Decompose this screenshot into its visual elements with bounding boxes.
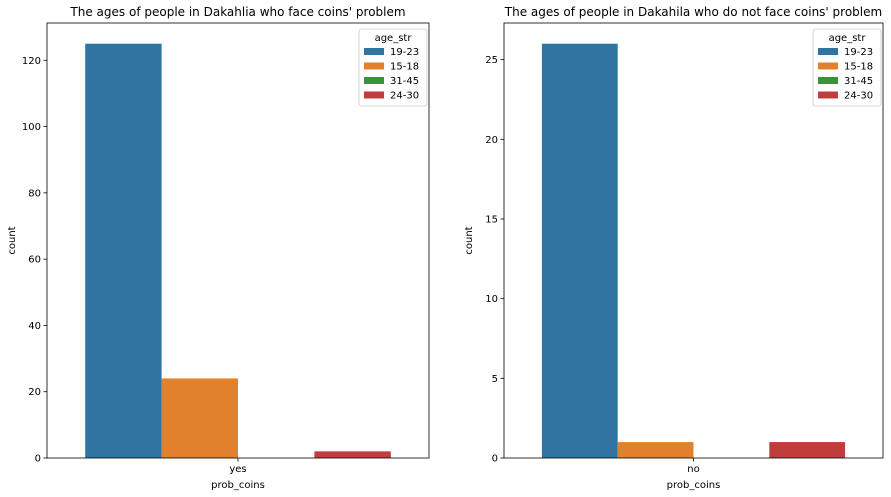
bar-19-23-yes <box>85 43 162 458</box>
y-tick-label: 80 <box>28 188 41 199</box>
legend-label-24-30: 24-30 <box>390 91 419 102</box>
legend-label-15-18: 15-18 <box>844 62 873 73</box>
legend: age_str 19-23 15-18 31-45 24-30 <box>812 28 882 107</box>
y-tick-label: 25 <box>485 55 498 66</box>
legend-swatch-19-23 <box>818 48 838 55</box>
y-axis-label: count <box>464 226 475 254</box>
legend-swatch-31-45 <box>364 77 384 84</box>
bar-19-23-no <box>541 43 618 458</box>
legend-swatch-19-23 <box>364 48 384 55</box>
chart-panel-1: The ages of people in Dakahlia who face … <box>7 5 430 491</box>
bar-24-30-yes <box>314 451 391 458</box>
legend-label-19-23: 19-23 <box>390 47 419 58</box>
legend-label-19-23: 19-23 <box>844 47 873 58</box>
x-tick-label: yes <box>229 464 246 475</box>
legend-title: age_str <box>375 33 413 44</box>
legend-label-31-45: 31-45 <box>844 76 873 87</box>
y-tick-label: 60 <box>28 255 41 266</box>
x-axis-label: prob_coins <box>667 480 721 491</box>
chart-title: The ages of people in Dakahlia who face … <box>69 5 405 19</box>
legend-label-15-18: 15-18 <box>390 62 419 73</box>
x-tick-label: no <box>687 464 699 475</box>
y-tick-label: 15 <box>485 214 498 225</box>
y-tick-label: 20 <box>485 135 498 146</box>
x-axis-label: prob_coins <box>211 480 265 491</box>
legend: age_str 19-23 15-18 31-45 24-30 <box>358 28 428 107</box>
legend-swatch-15-18 <box>364 62 384 70</box>
legend-swatch-31-45 <box>818 77 838 84</box>
y-tick-label: 40 <box>28 321 41 332</box>
legend-label-31-45: 31-45 <box>390 76 419 87</box>
y-tick-label: 0 <box>492 454 498 465</box>
legend-title: age_str <box>829 33 867 44</box>
legend-swatch-15-18 <box>818 62 838 70</box>
axes-frame <box>46 22 430 459</box>
legend-swatch-24-30 <box>818 91 838 99</box>
bar-15-18-yes <box>161 378 238 458</box>
y-tick-label: 20 <box>28 387 41 398</box>
y-tick-label: 5 <box>492 374 498 385</box>
bar-15-18-no <box>617 442 694 458</box>
legend-label-24-30: 24-30 <box>844 91 873 102</box>
bar-24-30-no <box>769 442 846 458</box>
y-tick-label: 0 <box>35 454 41 465</box>
chart-title: The ages of people in Dakahila who do no… <box>504 5 882 19</box>
axes-frame <box>503 22 884 459</box>
y-axis-label: count <box>7 226 18 254</box>
y-tick-label: 100 <box>22 122 41 133</box>
chart-panel-2: The ages of people in Dakahila who do no… <box>464 5 884 491</box>
y-tick-label: 120 <box>22 56 41 67</box>
legend-swatch-24-30 <box>364 91 384 99</box>
y-tick-label: 10 <box>485 294 498 305</box>
